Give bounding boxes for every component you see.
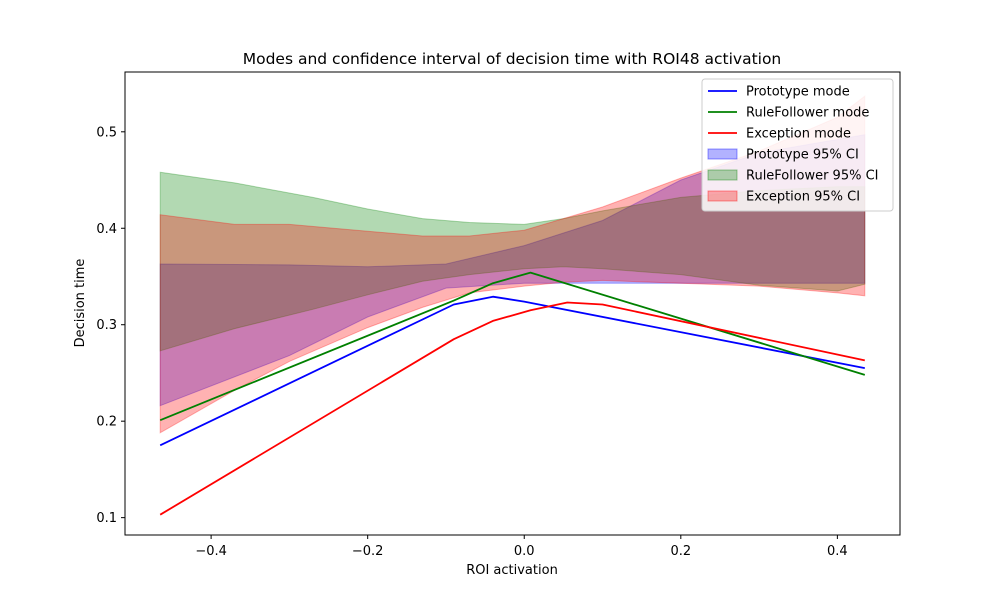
exception-mode-line [159, 301, 865, 516]
prototype-95-ci-legend-swatch [707, 148, 738, 160]
y-axis-title: Decision time [73, 259, 88, 348]
prototype-95-ci-legend-label: Prototype 95% CI [746, 148, 859, 163]
prototype-mode-line [159, 295, 865, 447]
rulefollower-95-ci-legend-label: RuleFollower 95% CI [746, 169, 879, 184]
exception-95-ci-band [159, 95, 866, 434]
legend-box [701, 78, 894, 212]
legend: Prototype mode RuleFollower mode Exception… [701, 78, 894, 212]
x-tick-label: −0.2 [352, 544, 384, 559]
exception-mode-legend-label: Exception mode [746, 127, 851, 142]
confidence-bands [159, 95, 866, 434]
x-tick-label: −0.4 [195, 544, 227, 559]
y-tick-label: 0.2 [96, 415, 117, 430]
y-tick-label: 0.3 [96, 318, 117, 333]
y-tick-label: 0.1 [96, 511, 117, 526]
x-axis: −0.4 −0.2 0.0 0.2 0.4 [195, 535, 848, 559]
x-tick-label: 0.2 [670, 544, 691, 559]
x-tick-label: 0.4 [827, 544, 848, 559]
mode-lines [159, 271, 866, 516]
x-tick-label: 0.0 [514, 544, 535, 559]
rulefollower-95-ci-legend-swatch [707, 169, 738, 181]
rulefollower-95-ci-band [159, 171, 866, 352]
y-tick-label: 0.4 [96, 222, 117, 237]
x-axis-title: ROI activation [466, 563, 558, 578]
prototype-95-ci-band [159, 134, 866, 407]
rulefollower-mode-legend-label: RuleFollower mode [746, 106, 869, 121]
y-tick-label: 0.5 [96, 125, 117, 140]
exception-95-ci-legend-label: Exception 95% CI [746, 190, 860, 205]
prototype-mode-legend-label: Prototype mode [746, 85, 850, 100]
y-axis: 0.1 0.2 0.3 0.4 0.5 [96, 125, 125, 526]
rulefollower-mode-line [159, 271, 866, 422]
chart-title: Modes and confidence interval of decisio… [243, 50, 782, 68]
plot-frame [124, 71, 901, 536]
exception-95-ci-legend-swatch [707, 190, 738, 202]
